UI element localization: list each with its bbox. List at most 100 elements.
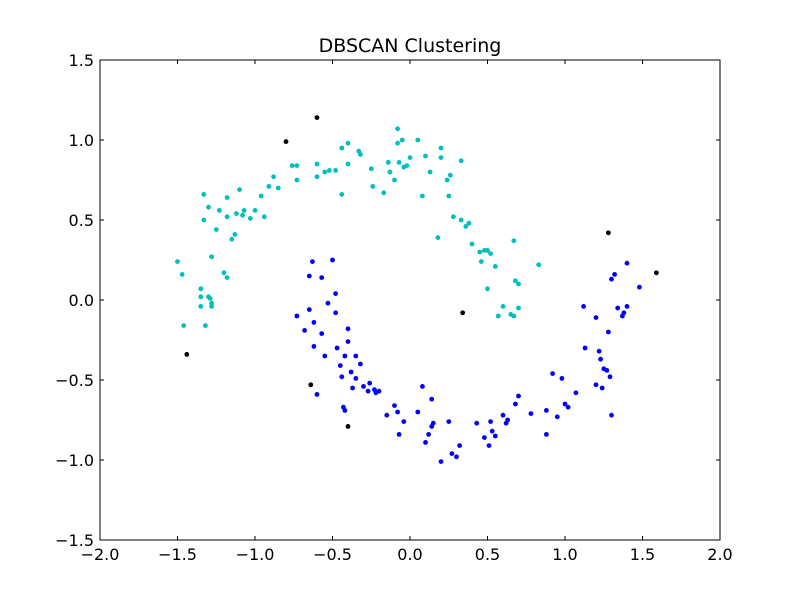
data-point [179, 272, 185, 277]
data-point [342, 408, 348, 413]
data-point [275, 185, 281, 191]
data-point [598, 356, 603, 362]
x-tick-label: 1.0 [552, 545, 577, 564]
data-point [438, 459, 444, 464]
data-point [485, 248, 490, 253]
data-point [213, 227, 219, 233]
data-point [550, 371, 555, 376]
data-point [358, 152, 363, 157]
data-point [528, 411, 534, 416]
data-point [294, 163, 300, 169]
y-tick-label: −1.5 [55, 531, 94, 550]
data-point [492, 264, 498, 269]
data-point [294, 313, 300, 319]
data-point [474, 420, 480, 426]
data-point [348, 369, 354, 375]
data-point [353, 353, 359, 359]
y-tick-label: −1.0 [55, 451, 94, 470]
data-point [427, 169, 433, 175]
data-point [415, 409, 421, 415]
data-point [516, 281, 521, 287]
data-point [607, 374, 613, 380]
data-point [325, 300, 331, 306]
data-point [454, 454, 459, 460]
data-point [395, 126, 400, 132]
data-point [201, 192, 207, 197]
data-point [361, 384, 366, 389]
data-point [536, 262, 542, 268]
data-point [345, 140, 351, 146]
data-point [384, 412, 390, 418]
data-point [544, 408, 549, 413]
data-point [438, 155, 444, 161]
data-point [612, 272, 617, 277]
x-tick-label: −2.0 [81, 545, 120, 564]
data-point [637, 284, 642, 290]
data-point [319, 331, 325, 336]
data-point [330, 257, 335, 263]
data-point [224, 195, 230, 201]
data-point [606, 329, 611, 335]
data-point [609, 276, 614, 282]
data-point [511, 238, 517, 244]
data-point [430, 420, 436, 426]
data-point [457, 443, 462, 448]
chart-title: DBSCAN Clustering [319, 35, 502, 57]
data-point [345, 161, 351, 167]
data-point [500, 412, 506, 418]
data-point [513, 278, 518, 284]
data-point [241, 208, 247, 213]
data-point [319, 275, 325, 280]
data-point [234, 211, 239, 217]
data-point [449, 451, 455, 456]
data-point [207, 296, 213, 301]
data-point [266, 184, 272, 189]
data-point [342, 353, 348, 359]
data-point [339, 374, 345, 380]
points-layer [175, 115, 659, 464]
data-point [423, 440, 428, 445]
data-point [306, 273, 312, 279]
data-point [376, 388, 382, 394]
data-point [252, 208, 258, 213]
data-point [232, 232, 238, 237]
data-point [482, 435, 487, 440]
data-point [322, 169, 328, 175]
data-point [562, 401, 568, 407]
data-point [573, 390, 579, 396]
x-tick-label: −1.5 [158, 545, 197, 564]
y-tick-label: 1.5 [69, 51, 94, 70]
data-point [175, 259, 180, 264]
data-point [206, 204, 211, 210]
data-point [495, 313, 501, 319]
data-point [184, 352, 190, 357]
x-tick-label: 1.5 [630, 545, 655, 564]
data-point [314, 392, 320, 397]
data-point [353, 376, 359, 381]
data-point [370, 184, 376, 189]
data-point [593, 315, 599, 320]
data-point [466, 220, 472, 226]
data-point [477, 249, 483, 255]
data-point [486, 443, 492, 448]
data-point [444, 177, 450, 183]
data-point [392, 177, 397, 183]
data-point [407, 155, 413, 161]
data-point [314, 174, 320, 180]
data-point [345, 326, 351, 332]
data-point [426, 432, 431, 437]
data-point [365, 388, 371, 394]
data-point [224, 275, 230, 280]
data-point [339, 192, 345, 197]
data-point [451, 214, 456, 220]
data-point [229, 236, 235, 242]
data-point [492, 433, 498, 439]
data-point [415, 137, 421, 143]
data-point [203, 323, 208, 328]
data-point [596, 348, 602, 354]
data-point [314, 161, 320, 167]
data-point [327, 168, 332, 173]
data-point [438, 145, 444, 151]
data-point [395, 409, 400, 415]
